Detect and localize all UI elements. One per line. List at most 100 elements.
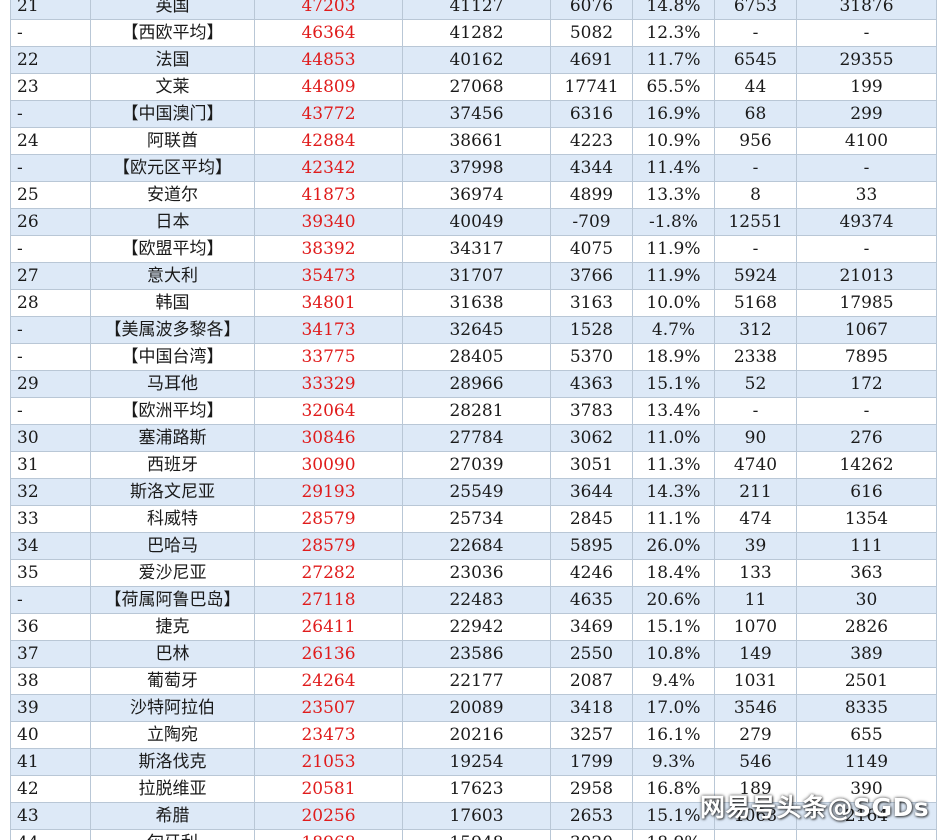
rank-cell: 43 xyxy=(10,802,91,830)
table-row: - 【欧盟平均】 38392 34317 4075 11.9% - - xyxy=(10,235,937,263)
gdp-per-capita-cell: 29193 xyxy=(254,478,403,506)
gdp-per-capita-cell: 47203 xyxy=(254,0,403,20)
total-gdp-cell: 8335 xyxy=(796,694,937,722)
gdp-per-capita-cell: 34173 xyxy=(254,316,403,344)
table-row: 24 阿联酋 42884 38661 4223 10.9% 956 4100 xyxy=(10,127,937,155)
previous-value-cell: 17603 xyxy=(402,802,551,830)
rank-cell: 40 xyxy=(10,721,91,749)
growth-rate-cell: 18.4% xyxy=(632,559,715,587)
previous-value-cell: 20216 xyxy=(402,721,551,749)
rank-cell: 38 xyxy=(10,667,91,695)
rank-cell: - xyxy=(10,154,91,182)
change-cell: 3418 xyxy=(550,694,633,722)
growth-rate-cell: 26.0% xyxy=(632,532,715,560)
table-row: 41 斯洛伐克 21053 19254 1799 9.3% 546 1149 xyxy=(10,748,937,776)
rank-cell: 26 xyxy=(10,208,91,236)
gdp-per-capita-cell: 18968 xyxy=(254,829,403,840)
previous-value-cell: 32645 xyxy=(402,316,551,344)
gdp-per-capita-cell: 30846 xyxy=(254,424,403,452)
region-name-cell: 日本 xyxy=(90,208,255,236)
total-gdp-cell: 33 xyxy=(796,181,937,209)
population-cell: 90 xyxy=(714,424,797,452)
table-row: 26 日本 39340 40049 -709 -1.8% 12551 49374 xyxy=(10,208,937,236)
gdp-per-capita-cell: 34801 xyxy=(254,289,403,317)
total-gdp-cell: 2164 xyxy=(796,802,937,830)
gdp-per-capita-cell: 41873 xyxy=(254,181,403,209)
population-cell xyxy=(714,829,797,840)
total-gdp-cell: - xyxy=(796,397,937,425)
previous-value-cell: 27068 xyxy=(402,73,551,101)
region-name-cell: 西班牙 xyxy=(90,451,255,479)
growth-rate-cell: 11.7% xyxy=(632,46,715,74)
change-cell: 2958 xyxy=(550,775,633,803)
table-row: 21 英国 47203 41127 6076 14.8% 6753 31876 xyxy=(10,0,937,20)
region-name-cell: 塞浦路斯 xyxy=(90,424,255,452)
total-gdp-cell: 199 xyxy=(796,73,937,101)
change-cell: 2550 xyxy=(550,640,633,668)
rank-cell: - xyxy=(10,343,91,371)
region-name-cell: 捷克 xyxy=(90,613,255,641)
table-row: - 【美属波多黎各】 34173 32645 1528 4.7% 312 1067 xyxy=(10,316,937,344)
population-cell: 3546 xyxy=(714,694,797,722)
previous-value-cell: 40162 xyxy=(402,46,551,74)
total-gdp-cell: 655 xyxy=(796,721,937,749)
rank-cell: 23 xyxy=(10,73,91,101)
population-cell: 6753 xyxy=(714,0,797,20)
change-cell: 3020 xyxy=(550,829,633,840)
table-row: 27 意大利 35473 31707 3766 11.9% 5924 21013 xyxy=(10,262,937,290)
population-cell: 8 xyxy=(714,181,797,209)
table-row: 28 韩国 34801 31638 3163 10.0% 5168 17985 xyxy=(10,289,937,317)
region-name-cell: 韩国 xyxy=(90,289,255,317)
total-gdp-cell: - xyxy=(796,154,937,182)
population-cell: 474 xyxy=(714,505,797,533)
population-cell: 6545 xyxy=(714,46,797,74)
table-row: 25 安道尔 41873 36974 4899 13.3% 8 33 xyxy=(10,181,937,209)
gdp-per-capita-cell: 46364 xyxy=(254,19,403,47)
population-cell: - xyxy=(714,19,797,47)
table-row: - 【荷属阿鲁巴岛】 27118 22483 4635 20.6% 11 30 xyxy=(10,586,937,614)
previous-value-cell: 31707 xyxy=(402,262,551,290)
gdp-per-capita-cell: 27282 xyxy=(254,559,403,587)
growth-rate-cell: 9.4% xyxy=(632,667,715,695)
previous-value-cell: 22483 xyxy=(402,586,551,614)
region-name-cell: 匈牙利 xyxy=(90,829,255,840)
region-name-cell: 沙特阿拉伯 xyxy=(90,694,255,722)
growth-rate-cell: 16.8% xyxy=(632,775,715,803)
region-name-cell: 巴哈马 xyxy=(90,532,255,560)
previous-value-cell: 17623 xyxy=(402,775,551,803)
previous-value-cell: 36974 xyxy=(402,181,551,209)
population-cell: 312 xyxy=(714,316,797,344)
previous-value-cell: 31638 xyxy=(402,289,551,317)
growth-rate-cell: 9.3% xyxy=(632,748,715,776)
previous-value-cell: 37998 xyxy=(402,154,551,182)
region-name-cell: 文莱 xyxy=(90,73,255,101)
previous-value-cell: 25549 xyxy=(402,478,551,506)
growth-rate-cell: 4.7% xyxy=(632,316,715,344)
previous-value-cell: 23586 xyxy=(402,640,551,668)
table-row: 33 科威特 28579 25734 2845 11.1% 474 1354 xyxy=(10,505,937,533)
region-name-cell: 【美属波多黎各】 xyxy=(90,316,255,344)
population-cell: - xyxy=(714,154,797,182)
total-gdp-cell: 7895 xyxy=(796,343,937,371)
rank-cell: 21 xyxy=(10,0,91,20)
gdp-per-capita-cell: 33329 xyxy=(254,370,403,398)
previous-value-cell: 23036 xyxy=(402,559,551,587)
table-row: - 【欧洲平均】 32064 28281 3783 13.4% - - xyxy=(10,397,937,425)
total-gdp-cell: 1354 xyxy=(796,505,937,533)
growth-rate-cell: 11.4% xyxy=(632,154,715,182)
region-name-cell: 科威特 xyxy=(90,505,255,533)
gdp-per-capita-cell: 26136 xyxy=(254,640,403,668)
change-cell: 6316 xyxy=(550,100,633,128)
growth-rate-cell: 14.8% xyxy=(632,0,715,20)
change-cell: 3257 xyxy=(550,721,633,749)
gdp-per-capita-cell: 42884 xyxy=(254,127,403,155)
region-name-cell: 【中国澳门】 xyxy=(90,100,255,128)
rank-cell: 27 xyxy=(10,262,91,290)
rank-cell: 25 xyxy=(10,181,91,209)
gdp-per-capita-cell: 28579 xyxy=(254,505,403,533)
total-gdp-cell: 299 xyxy=(796,100,937,128)
total-gdp-cell: 17985 xyxy=(796,289,937,317)
change-cell: 3469 xyxy=(550,613,633,641)
previous-value-cell: 22684 xyxy=(402,532,551,560)
